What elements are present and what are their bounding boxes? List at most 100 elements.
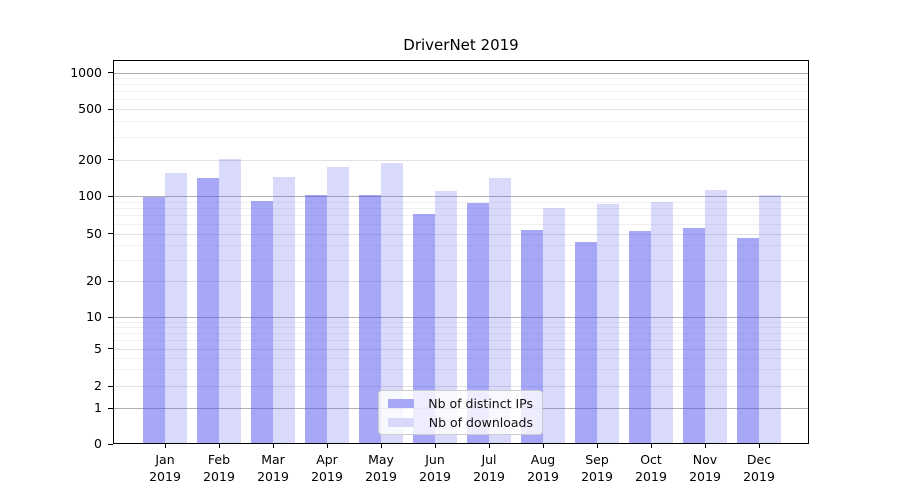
y-tick-label: 200	[78, 151, 102, 167]
gridline	[114, 333, 808, 335]
x-tick-mark	[272, 444, 274, 448]
gridline	[114, 348, 808, 350]
x-tick-label-jun: Jun 2019	[419, 452, 451, 484]
x-tick-mark	[650, 444, 652, 448]
bar-downloads-may	[381, 162, 403, 443]
y-tick-label: 500	[78, 100, 102, 116]
x-tick-label-jul: Jul 2019	[473, 452, 505, 484]
y-tick-label: 0	[94, 435, 102, 451]
gridline	[114, 233, 808, 235]
y-tick-mark	[108, 385, 113, 387]
gridline	[114, 340, 808, 342]
gridline	[114, 281, 808, 282]
y-tick-mark	[108, 159, 113, 161]
gridline	[114, 208, 808, 210]
gridline	[114, 317, 808, 318]
y-tick-label: 5	[94, 340, 102, 356]
y-tick-mark	[108, 72, 113, 74]
y-tick-mark	[108, 316, 113, 318]
y-tick-label: 1000	[70, 64, 102, 80]
x-tick-label-sep: Sep 2019	[581, 452, 613, 484]
y-tick-mark	[108, 280, 113, 282]
bar-distinct-ips-mar	[251, 200, 273, 443]
gridline	[114, 109, 808, 110]
x-tick-mark	[326, 444, 328, 448]
bar-downloads-nov	[705, 189, 727, 443]
gridline	[114, 72, 808, 74]
bar-distinct-ips-jul	[467, 203, 489, 443]
bar-distinct-ips-oct	[629, 231, 651, 443]
gridline	[114, 259, 808, 261]
y-tick-mark	[108, 348, 113, 350]
y-tick-label: 100	[78, 187, 102, 203]
plot-area	[113, 60, 809, 444]
legend-swatch-distinct-ips-icon	[388, 398, 414, 408]
x-tick-label-oct: Oct 2019	[635, 452, 667, 484]
gridline	[114, 78, 808, 80]
x-tick-label-feb: Feb 2019	[203, 452, 235, 484]
gridline	[114, 369, 808, 371]
gridline	[114, 215, 808, 217]
bar-distinct-ips-jan	[143, 197, 165, 443]
bar-downloads-mar	[273, 177, 295, 443]
x-tick-mark	[488, 444, 490, 448]
bar-downloads-apr	[327, 167, 349, 443]
gridline	[114, 357, 808, 359]
legend-label-downloads: Nb of downloads	[428, 414, 533, 430]
y-tick-label: 20	[86, 272, 102, 288]
x-tick-label-nov: Nov 2019	[689, 452, 721, 484]
gridline	[114, 223, 808, 225]
y-tick-label: 50	[86, 225, 102, 241]
x-tick-label-aug: Aug 2019	[527, 452, 559, 484]
x-tick-label-mar: Mar 2019	[257, 452, 289, 484]
x-tick-mark	[218, 444, 220, 448]
bar-distinct-ips-jun	[413, 214, 435, 443]
gridline	[114, 121, 808, 123]
gridline	[114, 327, 808, 329]
bar-downloads-jul	[489, 178, 511, 443]
gridline	[114, 99, 808, 101]
x-tick-label-may: May 2019	[365, 452, 397, 484]
x-tick-mark	[542, 444, 544, 448]
legend: Nb of distinct IPs Nb of downloads	[378, 390, 543, 435]
x-tick-mark	[164, 444, 166, 448]
y-tick-mark	[108, 443, 113, 445]
gridline	[114, 386, 808, 387]
gridline	[114, 201, 808, 203]
bar-downloads-oct	[651, 201, 673, 443]
bar-downloads-sep	[597, 204, 619, 443]
x-tick-mark	[434, 444, 436, 448]
bar-downloads-dec	[759, 195, 781, 443]
bar-distinct-ips-dec	[737, 237, 759, 443]
bar-distinct-ips-aug	[521, 230, 543, 443]
gridline	[114, 91, 808, 93]
y-tick-label: 1	[94, 399, 102, 415]
bar-downloads-aug	[543, 207, 565, 443]
x-tick-mark	[596, 444, 598, 448]
y-tick-label: 2	[94, 377, 102, 393]
x-tick-label-apr: Apr 2019	[311, 452, 343, 484]
bar-distinct-ips-apr	[305, 195, 327, 443]
chart-title: DriverNet 2019	[403, 36, 519, 54]
bar-downloads-jun	[435, 191, 457, 443]
gridline	[114, 321, 808, 323]
bar-distinct-ips-nov	[683, 228, 705, 443]
x-tick-label-jan: Jan 2019	[149, 452, 181, 484]
legend-swatch-downloads-icon	[388, 417, 414, 427]
y-tick-mark	[108, 108, 113, 110]
y-tick-label: 10	[86, 308, 102, 324]
bar-distinct-ips-may	[359, 195, 381, 443]
gridline	[114, 159, 808, 161]
bar-downloads-jan	[165, 172, 187, 443]
legend-label-distinct-ips: Nb of distinct IPs	[428, 395, 533, 411]
y-tick-mark	[108, 233, 113, 235]
bar-distinct-ips-sep	[575, 241, 597, 443]
x-tick-mark	[704, 444, 706, 448]
y-tick-mark	[108, 195, 113, 197]
gridline	[114, 245, 808, 247]
x-tick-label-dec: Dec 2019	[743, 452, 775, 484]
y-tick-mark	[108, 407, 113, 409]
legend-item-downloads: Nb of downloads	[388, 415, 533, 430]
gridline	[114, 84, 808, 86]
